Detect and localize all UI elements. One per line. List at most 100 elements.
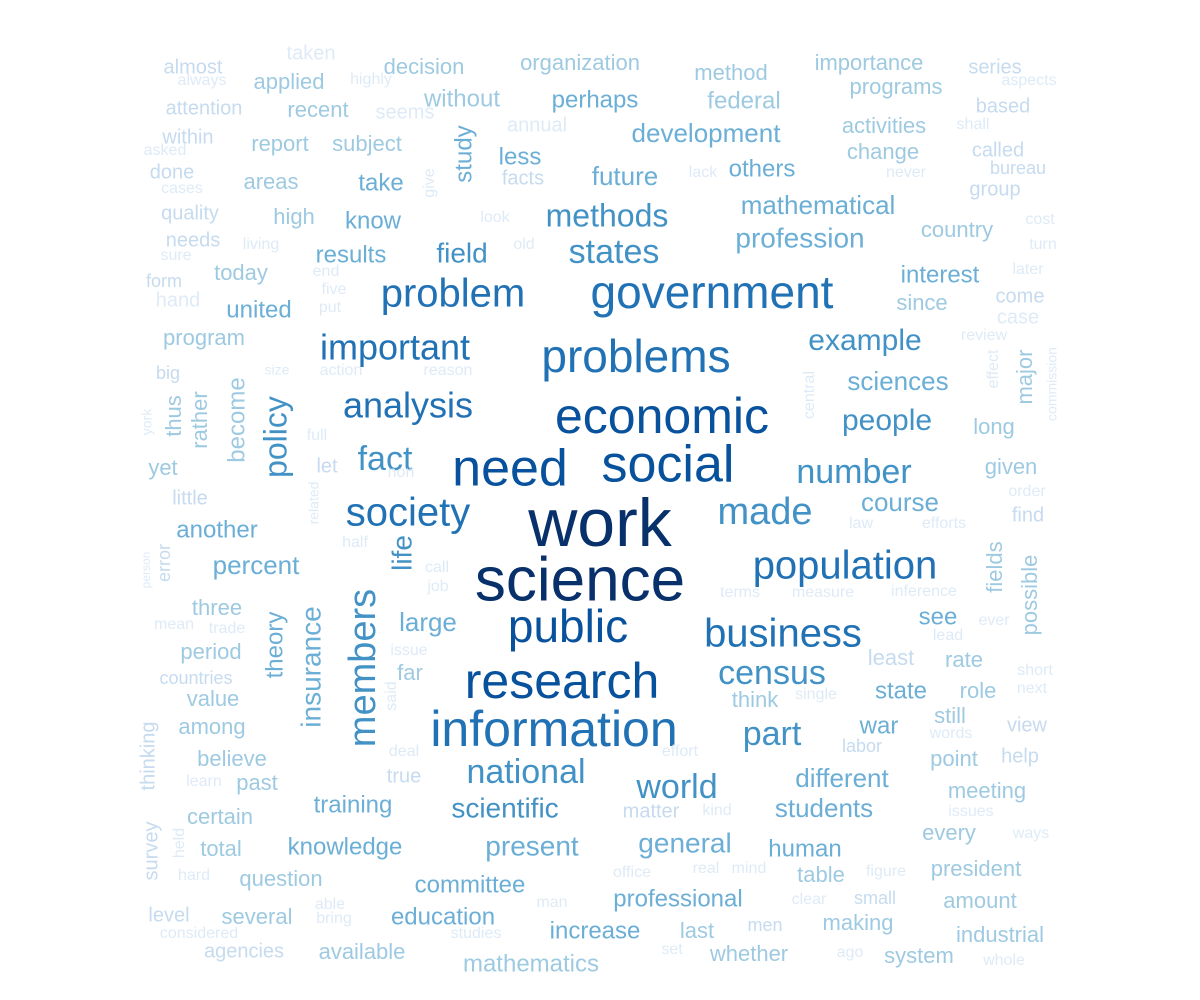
word-become: become bbox=[223, 377, 250, 462]
word-review: review bbox=[961, 327, 1008, 344]
word-least: least bbox=[868, 645, 914, 670]
word-taken: taken bbox=[287, 42, 336, 64]
word-based: based bbox=[976, 95, 1031, 117]
word-another: another bbox=[176, 516, 257, 543]
word-world: world bbox=[635, 768, 717, 806]
word-long: long bbox=[973, 414, 1015, 439]
word-lack: lack bbox=[689, 164, 718, 181]
word-results: results bbox=[316, 241, 387, 268]
word-past: past bbox=[236, 770, 278, 795]
word-effect: effect bbox=[985, 349, 1002, 388]
word-meeting: meeting bbox=[948, 778, 1026, 803]
word-asked: asked bbox=[144, 142, 187, 159]
word-hard: hard bbox=[178, 867, 210, 884]
word-available: available bbox=[319, 939, 406, 964]
word-system: system bbox=[884, 943, 954, 968]
word-said: said bbox=[383, 681, 400, 710]
word-training: training bbox=[314, 791, 393, 818]
word-profession: profession bbox=[735, 222, 864, 253]
word-present: present bbox=[485, 830, 579, 861]
word-terms: terms bbox=[720, 584, 760, 601]
word-problem: problem bbox=[381, 272, 526, 316]
word-national: national bbox=[466, 753, 585, 791]
word-ways: ways bbox=[1012, 825, 1049, 842]
word-annual: annual bbox=[507, 114, 567, 136]
word-single: single bbox=[795, 686, 837, 703]
word-call: call bbox=[425, 559, 449, 576]
word-rate: rate bbox=[945, 647, 983, 672]
word-problems: problems bbox=[541, 330, 730, 382]
word-human: human bbox=[768, 835, 841, 862]
word-future: future bbox=[592, 161, 659, 191]
word-look: look bbox=[480, 209, 510, 226]
word-within: within bbox=[161, 126, 213, 148]
word-knowledge: knowledge bbox=[288, 833, 403, 860]
word-end: end bbox=[313, 263, 340, 280]
word-commission: commission bbox=[1044, 347, 1060, 421]
word-members: members bbox=[342, 589, 384, 747]
word-large: large bbox=[399, 607, 457, 637]
word-central: central bbox=[801, 371, 818, 419]
word-value: value bbox=[187, 686, 240, 711]
word-activities: activities bbox=[842, 113, 926, 138]
word-men: men bbox=[747, 915, 782, 935]
word-programs: programs bbox=[850, 74, 943, 99]
word-size: size bbox=[265, 362, 290, 378]
word-almost: almost bbox=[164, 56, 223, 78]
word-never: never bbox=[886, 164, 927, 181]
word-whether: whether bbox=[709, 941, 788, 966]
word-areas: areas bbox=[243, 169, 298, 194]
word-important: important bbox=[320, 327, 470, 368]
word-true: true bbox=[387, 765, 421, 787]
word-state: state bbox=[875, 677, 927, 704]
word-insurance: insurance bbox=[295, 606, 326, 727]
word-bring: bring bbox=[316, 910, 352, 927]
word-far: far bbox=[397, 660, 423, 685]
word-part: part bbox=[743, 715, 802, 753]
word-policy: policy bbox=[257, 396, 293, 478]
word-countries: countries bbox=[159, 668, 232, 688]
word-federal: federal bbox=[707, 87, 780, 114]
word-learn: learn bbox=[186, 773, 222, 790]
word-held: held bbox=[171, 828, 188, 858]
word-war: war bbox=[859, 712, 899, 739]
word-effort: effort bbox=[662, 743, 699, 760]
word-full: full bbox=[307, 427, 327, 444]
word-measure: measure bbox=[792, 584, 854, 601]
word-increase: increase bbox=[550, 917, 641, 944]
word-man: man bbox=[536, 894, 567, 911]
word-ago: ago bbox=[837, 944, 864, 961]
word-whole: whole bbox=[982, 952, 1025, 969]
word-certain: certain bbox=[187, 804, 253, 829]
word-think: think bbox=[732, 687, 779, 712]
word-five: five bbox=[322, 281, 347, 298]
word-inference: inference bbox=[891, 583, 957, 600]
word-united: united bbox=[226, 296, 291, 323]
word-fact: fact bbox=[358, 440, 413, 478]
word-study: study bbox=[450, 125, 477, 182]
word-attention: attention bbox=[166, 97, 243, 119]
word-studies: studies bbox=[451, 925, 502, 942]
word-help: help bbox=[1001, 745, 1039, 767]
word-since: since bbox=[896, 290, 947, 315]
word-country: country bbox=[921, 217, 993, 242]
word-cases: cases bbox=[161, 180, 203, 197]
word-series: series bbox=[968, 56, 1021, 78]
word-society: society bbox=[346, 491, 471, 535]
word-view: view bbox=[1007, 714, 1048, 736]
word-business: business bbox=[704, 612, 862, 656]
word-last: last bbox=[680, 918, 714, 943]
word-given: given bbox=[985, 454, 1038, 479]
word-kind: kind bbox=[702, 802, 731, 819]
word-error: error bbox=[154, 544, 174, 582]
word-possible: possible bbox=[1017, 555, 1042, 636]
word-people: people bbox=[842, 404, 932, 437]
word-method: method bbox=[694, 60, 767, 85]
word-see: see bbox=[919, 603, 958, 630]
word-population: population bbox=[753, 544, 938, 588]
word-life: life bbox=[386, 535, 417, 571]
word-high: high bbox=[273, 204, 315, 229]
word-research: research bbox=[465, 653, 660, 709]
word-later: later bbox=[1012, 261, 1044, 278]
